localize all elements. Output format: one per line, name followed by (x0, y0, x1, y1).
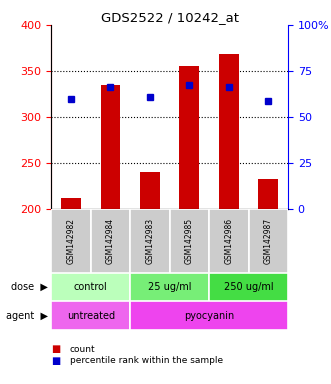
Text: percentile rank within the sample: percentile rank within the sample (70, 356, 223, 366)
Text: count: count (70, 345, 95, 354)
Text: ■: ■ (51, 344, 61, 354)
Bar (219, 55, 239, 209)
Bar (51, 273, 130, 301)
Bar (130, 209, 169, 273)
Text: GSM142985: GSM142985 (185, 218, 194, 264)
Text: agent  ▶: agent ▶ (6, 311, 48, 321)
Text: ■: ■ (51, 356, 61, 366)
Text: control: control (74, 282, 108, 292)
Bar (91, 209, 130, 273)
Bar (130, 301, 288, 330)
Bar (249, 209, 288, 273)
Bar (169, 209, 209, 273)
Bar (140, 172, 160, 209)
Text: pyocyanin: pyocyanin (184, 311, 234, 321)
Text: GSM142982: GSM142982 (67, 218, 75, 264)
Bar (51, 209, 91, 273)
Text: GSM142983: GSM142983 (145, 218, 155, 264)
Text: GSM142986: GSM142986 (224, 218, 233, 264)
Bar (130, 273, 209, 301)
Bar (259, 179, 278, 209)
Text: GSM142987: GSM142987 (264, 218, 273, 264)
Text: 250 ug/ml: 250 ug/ml (224, 282, 273, 292)
Bar (101, 85, 120, 209)
Bar (209, 209, 249, 273)
Text: dose  ▶: dose ▶ (11, 282, 48, 292)
Bar (209, 273, 288, 301)
Text: untreated: untreated (67, 311, 115, 321)
Text: GSM142984: GSM142984 (106, 218, 115, 264)
Bar (51, 301, 130, 330)
Bar (179, 66, 199, 209)
Text: 25 ug/ml: 25 ug/ml (148, 282, 191, 292)
Bar (61, 198, 81, 209)
Title: GDS2522 / 10242_at: GDS2522 / 10242_at (101, 11, 239, 24)
